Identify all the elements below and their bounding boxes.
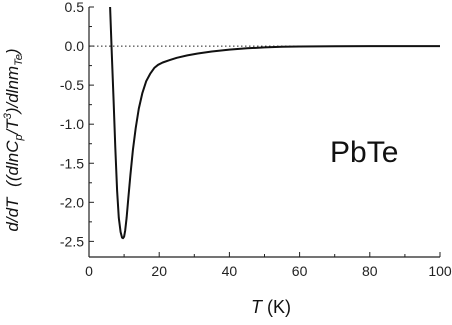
y-axis-title: d/dT ((dlnCp/T3)/dlnmTe) <box>2 48 25 231</box>
y-axis-sup-3: 3 <box>2 112 14 119</box>
x-tick-label: 80 <box>362 263 378 279</box>
x-tick-label: 40 <box>222 263 238 279</box>
y-tick-label: 0.0 <box>65 38 85 54</box>
y-tick-label: -2.0 <box>60 194 84 210</box>
y-axis-sub-p: p <box>13 134 25 141</box>
x-tick-label: 100 <box>428 263 452 279</box>
y-tick-label: -1.5 <box>60 155 84 171</box>
y-tick-label: -1.0 <box>60 116 84 132</box>
series-line-0 <box>109 7 440 240</box>
y-axis-part-b: ((dlnC <box>3 140 22 187</box>
y-axis-sub-te: Te <box>13 54 25 66</box>
x-tick-label: 60 <box>292 263 308 279</box>
x-axis-symbol: T <box>251 297 264 317</box>
x-axis-title: T (K) <box>251 297 291 317</box>
x-axis-unit: (K) <box>262 297 291 317</box>
annotation-pbte: PbTe <box>330 136 398 169</box>
x-tick-label: 20 <box>151 263 167 279</box>
y-axis-part-e: ) <box>3 48 22 56</box>
y-tick-label: -2.5 <box>60 233 84 249</box>
y-axis-part-a: d/dT <box>3 196 22 232</box>
x-tick-label: 0 <box>85 263 93 279</box>
axes: 0 20 40 60 80 100 0.5 0.0 -0.5 -1.0 -1.5 -2.0 -2.5 <box>60 0 452 279</box>
y-tick-label: 0.5 <box>65 0 85 15</box>
plot-area <box>89 7 440 240</box>
y-tick-label: -0.5 <box>60 77 84 93</box>
y-axis-part-c: /T <box>3 118 22 136</box>
y-axis-part-d: )/dlnm <box>3 66 22 115</box>
